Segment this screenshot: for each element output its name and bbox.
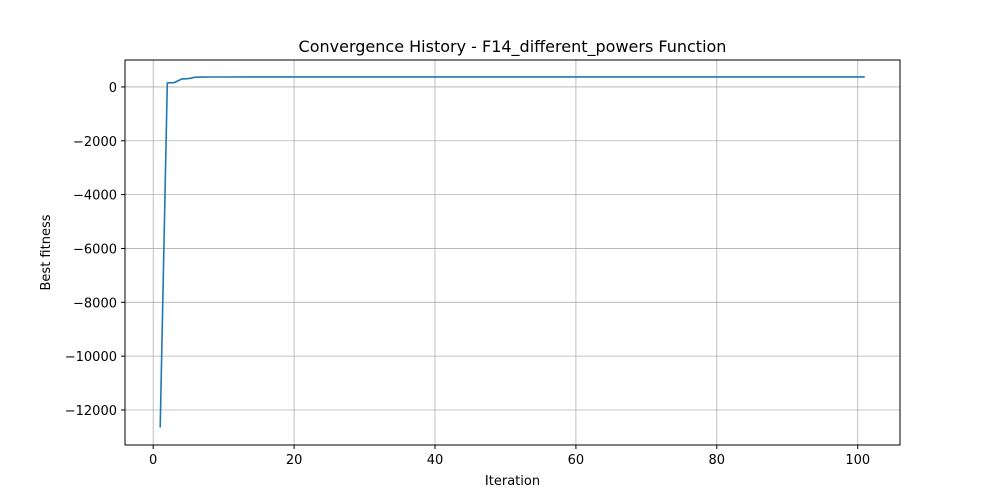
chart-title: Convergence History - F14_different_powe… [299, 37, 727, 57]
grid-layer [125, 60, 900, 445]
y-tick-label: −6000 [73, 242, 117, 257]
y-tick-label: −8000 [73, 296, 117, 311]
x-tick-label: 100 [845, 453, 870, 468]
y-tick-label: −2000 [73, 135, 117, 150]
plot-frame [124, 59, 901, 446]
tick-layer: 0 20 40 60 80 100 −12000 −10000 −8000 −6000 −4000 −… [65, 81, 870, 468]
x-tick-label: 60 [568, 453, 585, 468]
y-axis-label: Best fitness [39, 214, 54, 290]
x-tick-label: 40 [427, 453, 444, 468]
y-tick-label: −10000 [65, 350, 117, 365]
x-tick-label: 20 [286, 453, 303, 468]
y-tick-label: −12000 [65, 404, 117, 419]
y-tick-label: −4000 [73, 189, 117, 204]
x-tick-label: 0 [149, 453, 157, 468]
x-axis-label: Iteration [485, 474, 540, 489]
y-tick-label: 0 [109, 81, 117, 96]
series-layer [159, 76, 865, 428]
x-tick-label: 80 [709, 453, 726, 468]
series-line [159, 76, 865, 428]
